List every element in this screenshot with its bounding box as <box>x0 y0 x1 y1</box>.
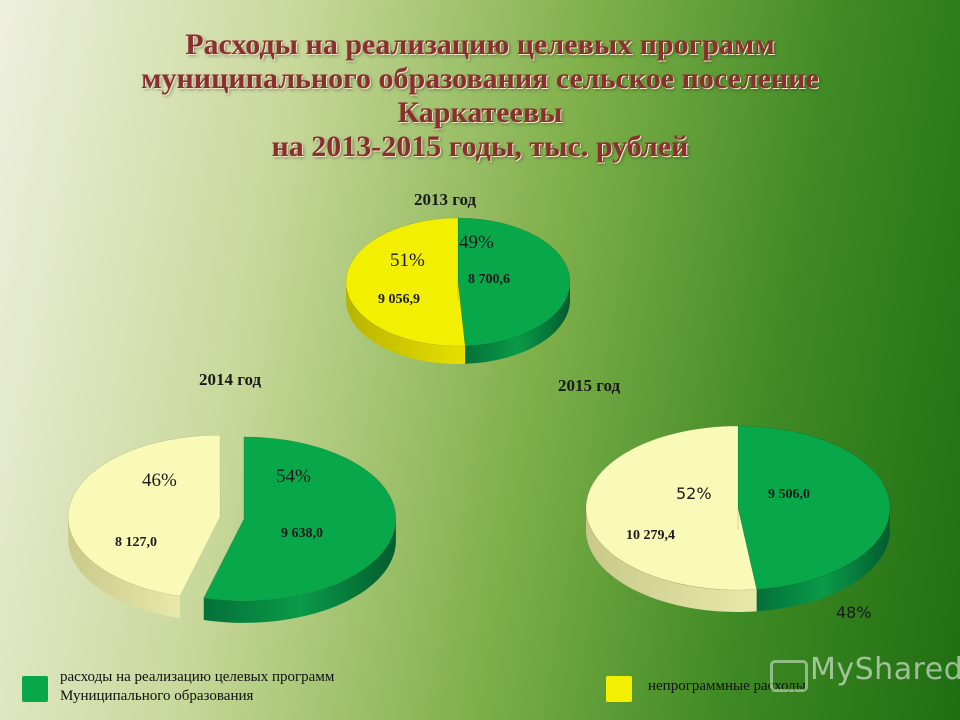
watermark: MyShared <box>810 652 960 687</box>
pie-2-slice-1 <box>585 425 757 591</box>
pie-2013-program-value: 8 700,6 <box>468 272 510 287</box>
legend-program-line-2: Муниципального образования <box>60 688 254 704</box>
legend-label-program: расходы на реализацию целевых программ М… <box>60 668 334 706</box>
pie-2-slice-0 <box>737 425 891 590</box>
pie-2-slice-0-side <box>756 508 890 612</box>
title-line-3: Каркатеевы <box>397 96 563 129</box>
pie-2014-program-percent: 54% <box>276 466 311 487</box>
pie-2014-program-value: 9 638,0 <box>281 526 323 541</box>
legend-swatch-program <box>22 676 48 702</box>
pie-2015-program-percent: 48% <box>836 603 872 622</box>
legend-swatch-nonprogram <box>606 676 632 702</box>
pie-2015-nonprogram-value: 10 279,4 <box>626 528 675 543</box>
pie-2015-nonprogram-percent: 52% <box>676 484 712 503</box>
pie-2013-title: 2013 год <box>414 190 477 209</box>
pie-1-slice-0 <box>203 436 397 602</box>
legend-label-nonprogram: непрограммные расходы <box>648 678 806 694</box>
pie-2013-program-percent: 49% <box>459 232 494 253</box>
legend-program-line-1: расходы на реализацию целевых программ <box>60 669 335 685</box>
pie-0-slice-0 <box>457 217 571 347</box>
pie-0-slice-0-side <box>465 282 570 364</box>
title-line-4: на 2013-2015 годы, тыс. рублей <box>271 130 689 163</box>
pie-1-slice-1-side <box>68 517 180 619</box>
pie-2013-nonprogram-value: 9 056,9 <box>378 292 420 307</box>
pie-2015-program-value: 9 506,0 <box>768 487 810 502</box>
pie-1-slice-0-side <box>203 518 396 623</box>
pie-1-slice-1 <box>67 434 221 597</box>
pie-2014-nonprogram-percent: 46% <box>142 470 177 491</box>
title-line-1: Расходы на реализацию целевых программ <box>185 28 775 61</box>
pie-2015-title: 2015 год <box>558 376 621 395</box>
pie-2-slice-1-side <box>586 508 757 612</box>
pie-2014-nonprogram-value: 8 127,0 <box>115 535 157 550</box>
chart-title: Расходы на реализацию целевых программ м… <box>40 28 920 164</box>
title-line-2: муниципального образования сельское посе… <box>141 62 819 95</box>
pie-0-slice-1 <box>345 217 466 347</box>
watermark-logo-icon <box>770 660 808 692</box>
pie-2014-title: 2014 год <box>199 370 262 389</box>
pie-2013-nonprogram-percent: 51% <box>390 250 425 271</box>
pie-0-slice-1-side <box>346 282 466 364</box>
